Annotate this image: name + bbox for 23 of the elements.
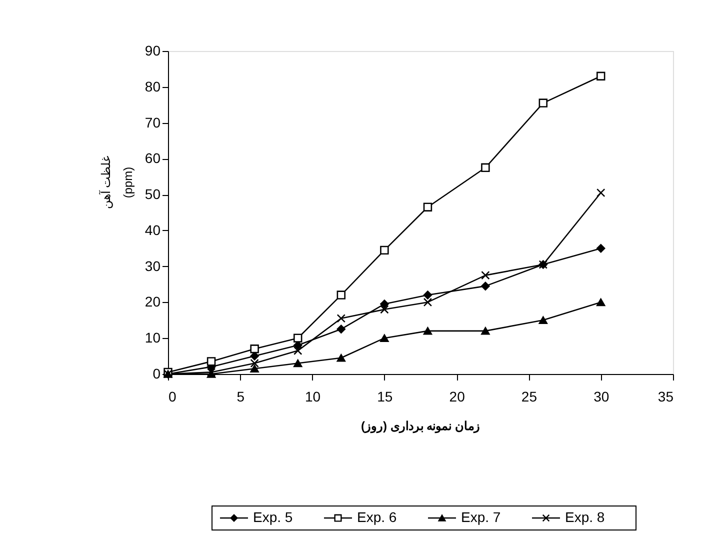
x-tick-label: 15 <box>377 388 393 404</box>
x-tick-label: 5 <box>236 388 245 404</box>
x-tick-label: 10 <box>304 388 321 404</box>
y-tick-label: 0 <box>152 366 161 382</box>
y-tick-label: 20 <box>144 294 161 310</box>
legend-label: Exp. 6 <box>357 509 397 525</box>
y-tick-label: 50 <box>144 186 161 202</box>
y-tick-label: 60 <box>144 150 161 166</box>
y-tick-label: 70 <box>144 114 161 130</box>
y-tick-label: 80 <box>144 78 161 94</box>
y-tick-label: 40 <box>144 222 161 238</box>
x-tick-label: 35 <box>658 388 674 404</box>
x-tick-label: 0 <box>168 388 176 404</box>
legend-label: Exp. 7 <box>461 509 501 525</box>
x-tick-label: 30 <box>594 388 610 404</box>
legend-label: Exp. 5 <box>253 509 293 525</box>
legend-label: Exp. 8 <box>565 509 605 525</box>
y-tick-label: 90 <box>144 42 161 58</box>
x-axis-title: زمان نمونه برداری (روز) <box>361 419 480 434</box>
y-tick-label: 30 <box>144 258 161 274</box>
x-tick-label: 25 <box>521 388 538 404</box>
x-tick-label: 20 <box>449 388 466 404</box>
y-tick-label: 10 <box>144 330 161 346</box>
